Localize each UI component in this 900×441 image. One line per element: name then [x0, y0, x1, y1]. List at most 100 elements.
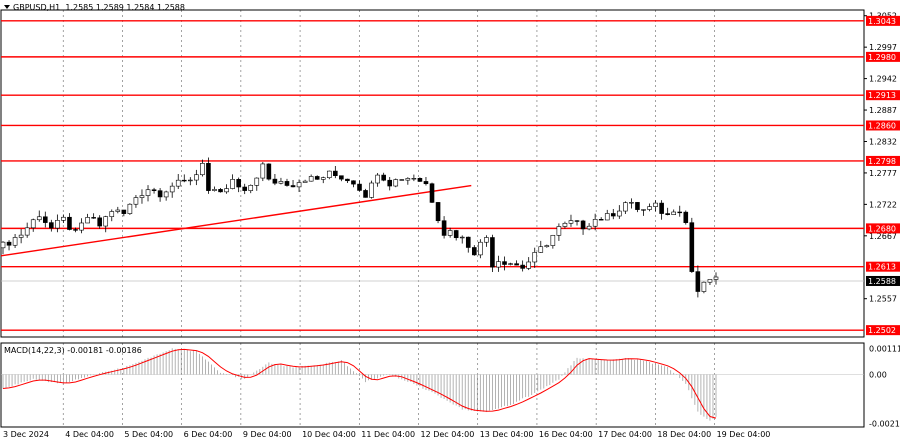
candle-body	[333, 170, 338, 177]
candle-body	[55, 220, 60, 229]
candle-body	[49, 222, 54, 229]
candle-body	[345, 178, 350, 182]
y-tick-label: 1.2557	[869, 295, 897, 304]
macd-panel-frame	[0, 342, 865, 428]
candle-body	[459, 236, 465, 239]
level-price-tag	[866, 15, 900, 26]
candle-body	[604, 213, 610, 221]
candle-body	[435, 202, 441, 222]
candle-body	[218, 189, 223, 193]
x-tick-label: 5 Dec 04:00	[124, 430, 173, 439]
level-price-label: 1.2502	[868, 326, 896, 335]
y-tick-label: 1.2942	[869, 75, 897, 84]
candle-body	[139, 195, 145, 198]
candle-body	[635, 202, 640, 210]
level-price-tag	[866, 223, 900, 234]
candle-body	[169, 185, 175, 193]
candle-body	[97, 217, 102, 227]
candle-body	[188, 179, 193, 182]
candle-body	[568, 220, 574, 224]
level-price-label: 1.2680	[868, 224, 896, 233]
candle-body	[550, 234, 556, 246]
candle-body	[91, 217, 96, 219]
candle-body	[206, 163, 211, 191]
candle-body	[357, 183, 362, 191]
candle-body	[145, 189, 151, 196]
candle-body	[532, 252, 538, 263]
candle-body	[423, 181, 429, 185]
level-price-tag	[866, 325, 900, 336]
candle-body	[574, 220, 580, 222]
candle-body	[538, 246, 544, 253]
candle-body	[695, 271, 701, 292]
candle-body	[453, 230, 459, 239]
candle-body	[194, 174, 199, 181]
level-price-tag	[866, 155, 900, 166]
candle-body	[248, 185, 254, 191]
candle-body	[296, 182, 302, 188]
x-tick-label: 4 Dec 04:00	[65, 430, 114, 439]
candle-body	[677, 211, 683, 214]
candle-body	[42, 216, 48, 223]
candle-body	[230, 179, 235, 189]
candle-body	[478, 241, 483, 256]
candle-body	[339, 175, 344, 180]
macd-tick-label: -0.0021	[869, 420, 900, 429]
candle-body	[502, 261, 507, 265]
candle-body	[181, 179, 187, 182]
level-price-label: 1.2913	[868, 91, 896, 100]
candle-body	[290, 185, 296, 188]
candle-body	[308, 176, 314, 182]
candle-body	[647, 206, 652, 210]
candle-body	[278, 181, 284, 184]
candle-body	[12, 237, 18, 246]
y-tick-label: 1.2777	[869, 169, 897, 178]
x-tick-label: 3 Dec 2024	[3, 430, 49, 439]
ohlc-values: 1.2585 1.2589 1.2584 1.2588	[65, 3, 185, 12]
current-price-label: 1.2588	[868, 277, 896, 286]
x-tick-label: 11 Dec 04:00	[361, 430, 415, 439]
price-panel-frame	[0, 9, 865, 338]
dropdown-triangle-icon[interactable]	[4, 5, 10, 9]
level-price-tag	[866, 51, 900, 62]
candle-body	[472, 247, 477, 256]
candle-body	[30, 219, 36, 229]
candle-body	[617, 210, 622, 217]
candle-body	[713, 276, 719, 280]
symbol-timeframe: GBPUSD,H1	[13, 3, 61, 12]
x-tick-label: 6 Dec 04:00	[184, 430, 233, 439]
candle-body	[387, 179, 393, 187]
x-tick-label: 10 Dec 04:00	[302, 430, 356, 439]
candle-body	[659, 202, 664, 214]
macd-tick-label: 0.00	[869, 371, 887, 380]
candle-body	[623, 202, 628, 212]
candle-body	[18, 234, 24, 238]
candle-body	[707, 279, 713, 283]
candle-body	[266, 163, 272, 180]
x-tick-label: 17 Dec 04:00	[598, 430, 652, 439]
candle-body	[79, 222, 84, 231]
current-price-tag	[866, 275, 900, 286]
candle-body	[284, 181, 290, 186]
x-tick-label: 12 Dec 04:00	[421, 430, 475, 439]
candle-body	[175, 179, 181, 187]
x-tick-label: 19 Dec 04:00	[717, 430, 771, 439]
candle-body	[490, 237, 495, 268]
candle-body	[598, 219, 604, 221]
chart-header: GBPUSD,H1 1.2585 1.2589 1.2584 1.2588	[4, 3, 185, 12]
candle-body	[115, 209, 121, 212]
candle-body	[610, 213, 616, 217]
candle-body	[508, 263, 513, 265]
candle-body	[683, 211, 689, 223]
candle-body	[514, 263, 519, 266]
level-price-tag	[866, 90, 900, 101]
candle-body	[592, 219, 598, 227]
candle-body	[351, 180, 356, 185]
candle-body	[254, 177, 260, 186]
x-tick-label: 16 Dec 04:00	[539, 430, 593, 439]
candle-body	[586, 225, 592, 230]
candle-body	[653, 202, 658, 207]
y-tick-label: 1.2997	[869, 43, 897, 52]
